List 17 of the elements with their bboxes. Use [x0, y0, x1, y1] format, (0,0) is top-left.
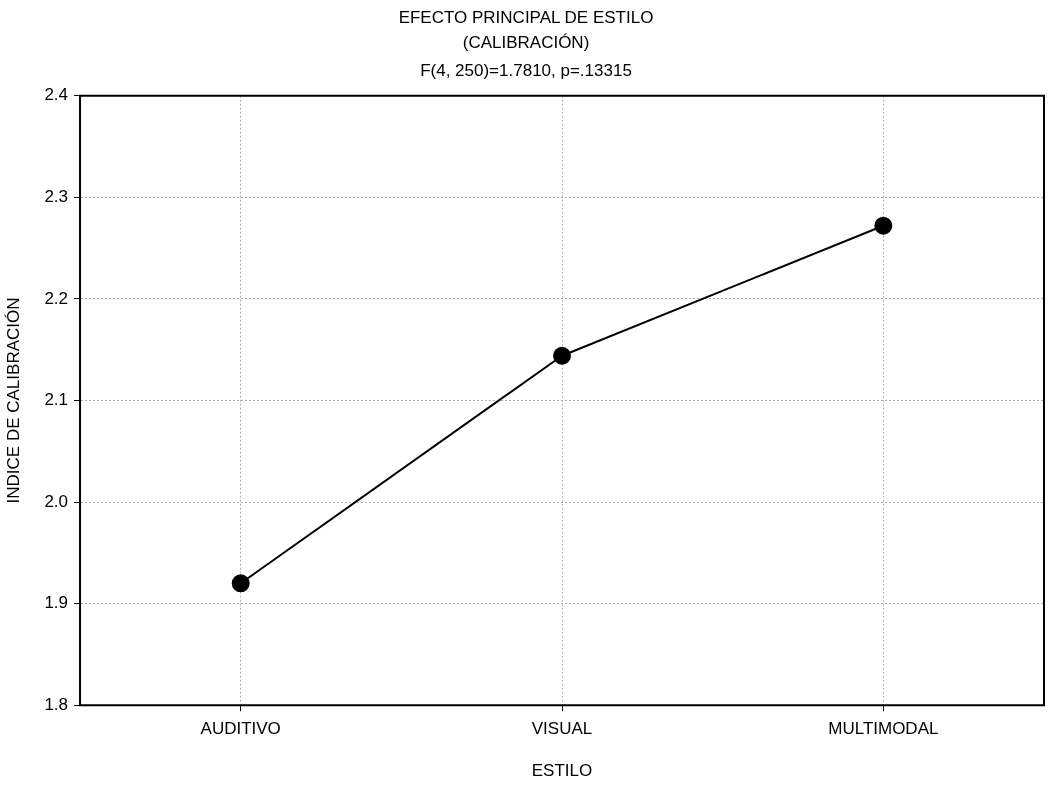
y-tick-label: 1.9	[44, 593, 69, 613]
x-tick-label: AUDITIVO	[200, 719, 281, 739]
y-tick-label: 2.4	[44, 85, 69, 105]
chart-title: EFECTO PRINCIPAL DE ESTILO (CALIBRACIÓN)	[398, 8, 654, 52]
y-tick-label: 2.3	[44, 186, 69, 206]
y-tick-label: 2.2	[44, 288, 69, 308]
x-axis-title: ESTILO	[531, 761, 593, 781]
y-tick-label: 1.8	[44, 694, 69, 714]
point	[553, 346, 572, 365]
y-tick-label: 2.1	[44, 390, 69, 410]
x-tick-label: VISUAL	[531, 719, 593, 739]
chart-subtitle: F(4, 250)=1.7810, p=.13315	[420, 61, 632, 81]
y-tick-label: 2.0	[44, 491, 69, 511]
point	[874, 216, 893, 235]
y-axis-title: INDICE DE CALIBRACIÓN	[3, 297, 23, 504]
point	[231, 574, 250, 593]
x-tick-label: MULTIMODAL	[828, 719, 939, 739]
